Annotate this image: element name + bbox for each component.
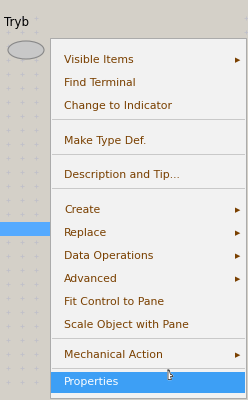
Text: Data Operations: Data Operations	[64, 251, 153, 261]
Text: ▶: ▶	[235, 253, 241, 259]
Text: ▶: ▶	[235, 57, 241, 63]
Text: Visible Items: Visible Items	[64, 55, 134, 65]
Text: Create: Create	[64, 205, 100, 215]
Text: Replace: Replace	[64, 228, 107, 238]
Text: Mechanical Action: Mechanical Action	[64, 350, 163, 360]
Text: ▶: ▶	[235, 276, 241, 282]
Bar	[0, 222, 52, 236]
Text: Properties: Properties	[64, 377, 119, 387]
Polygon shape	[168, 370, 173, 380]
Text: ▶: ▶	[235, 230, 241, 236]
Text: Find Terminal: Find Terminal	[64, 78, 136, 88]
Text: Scale Object with Pane: Scale Object with Pane	[64, 320, 189, 330]
Text: Change to Indicator: Change to Indicator	[64, 101, 172, 111]
Text: ▶: ▶	[235, 352, 241, 358]
Text: Advanced: Advanced	[64, 274, 118, 284]
Text: Fit Control to Pane: Fit Control to Pane	[64, 297, 164, 307]
Ellipse shape	[8, 41, 44, 59]
Bar	[51, 372, 245, 393]
Text: ▶: ▶	[235, 207, 241, 213]
Text: Tryb: Tryb	[4, 16, 29, 29]
Text: Make Type Def.: Make Type Def.	[64, 136, 146, 146]
Bar	[50, 38, 246, 398]
Text: Description and Tip...: Description and Tip...	[64, 170, 180, 180]
